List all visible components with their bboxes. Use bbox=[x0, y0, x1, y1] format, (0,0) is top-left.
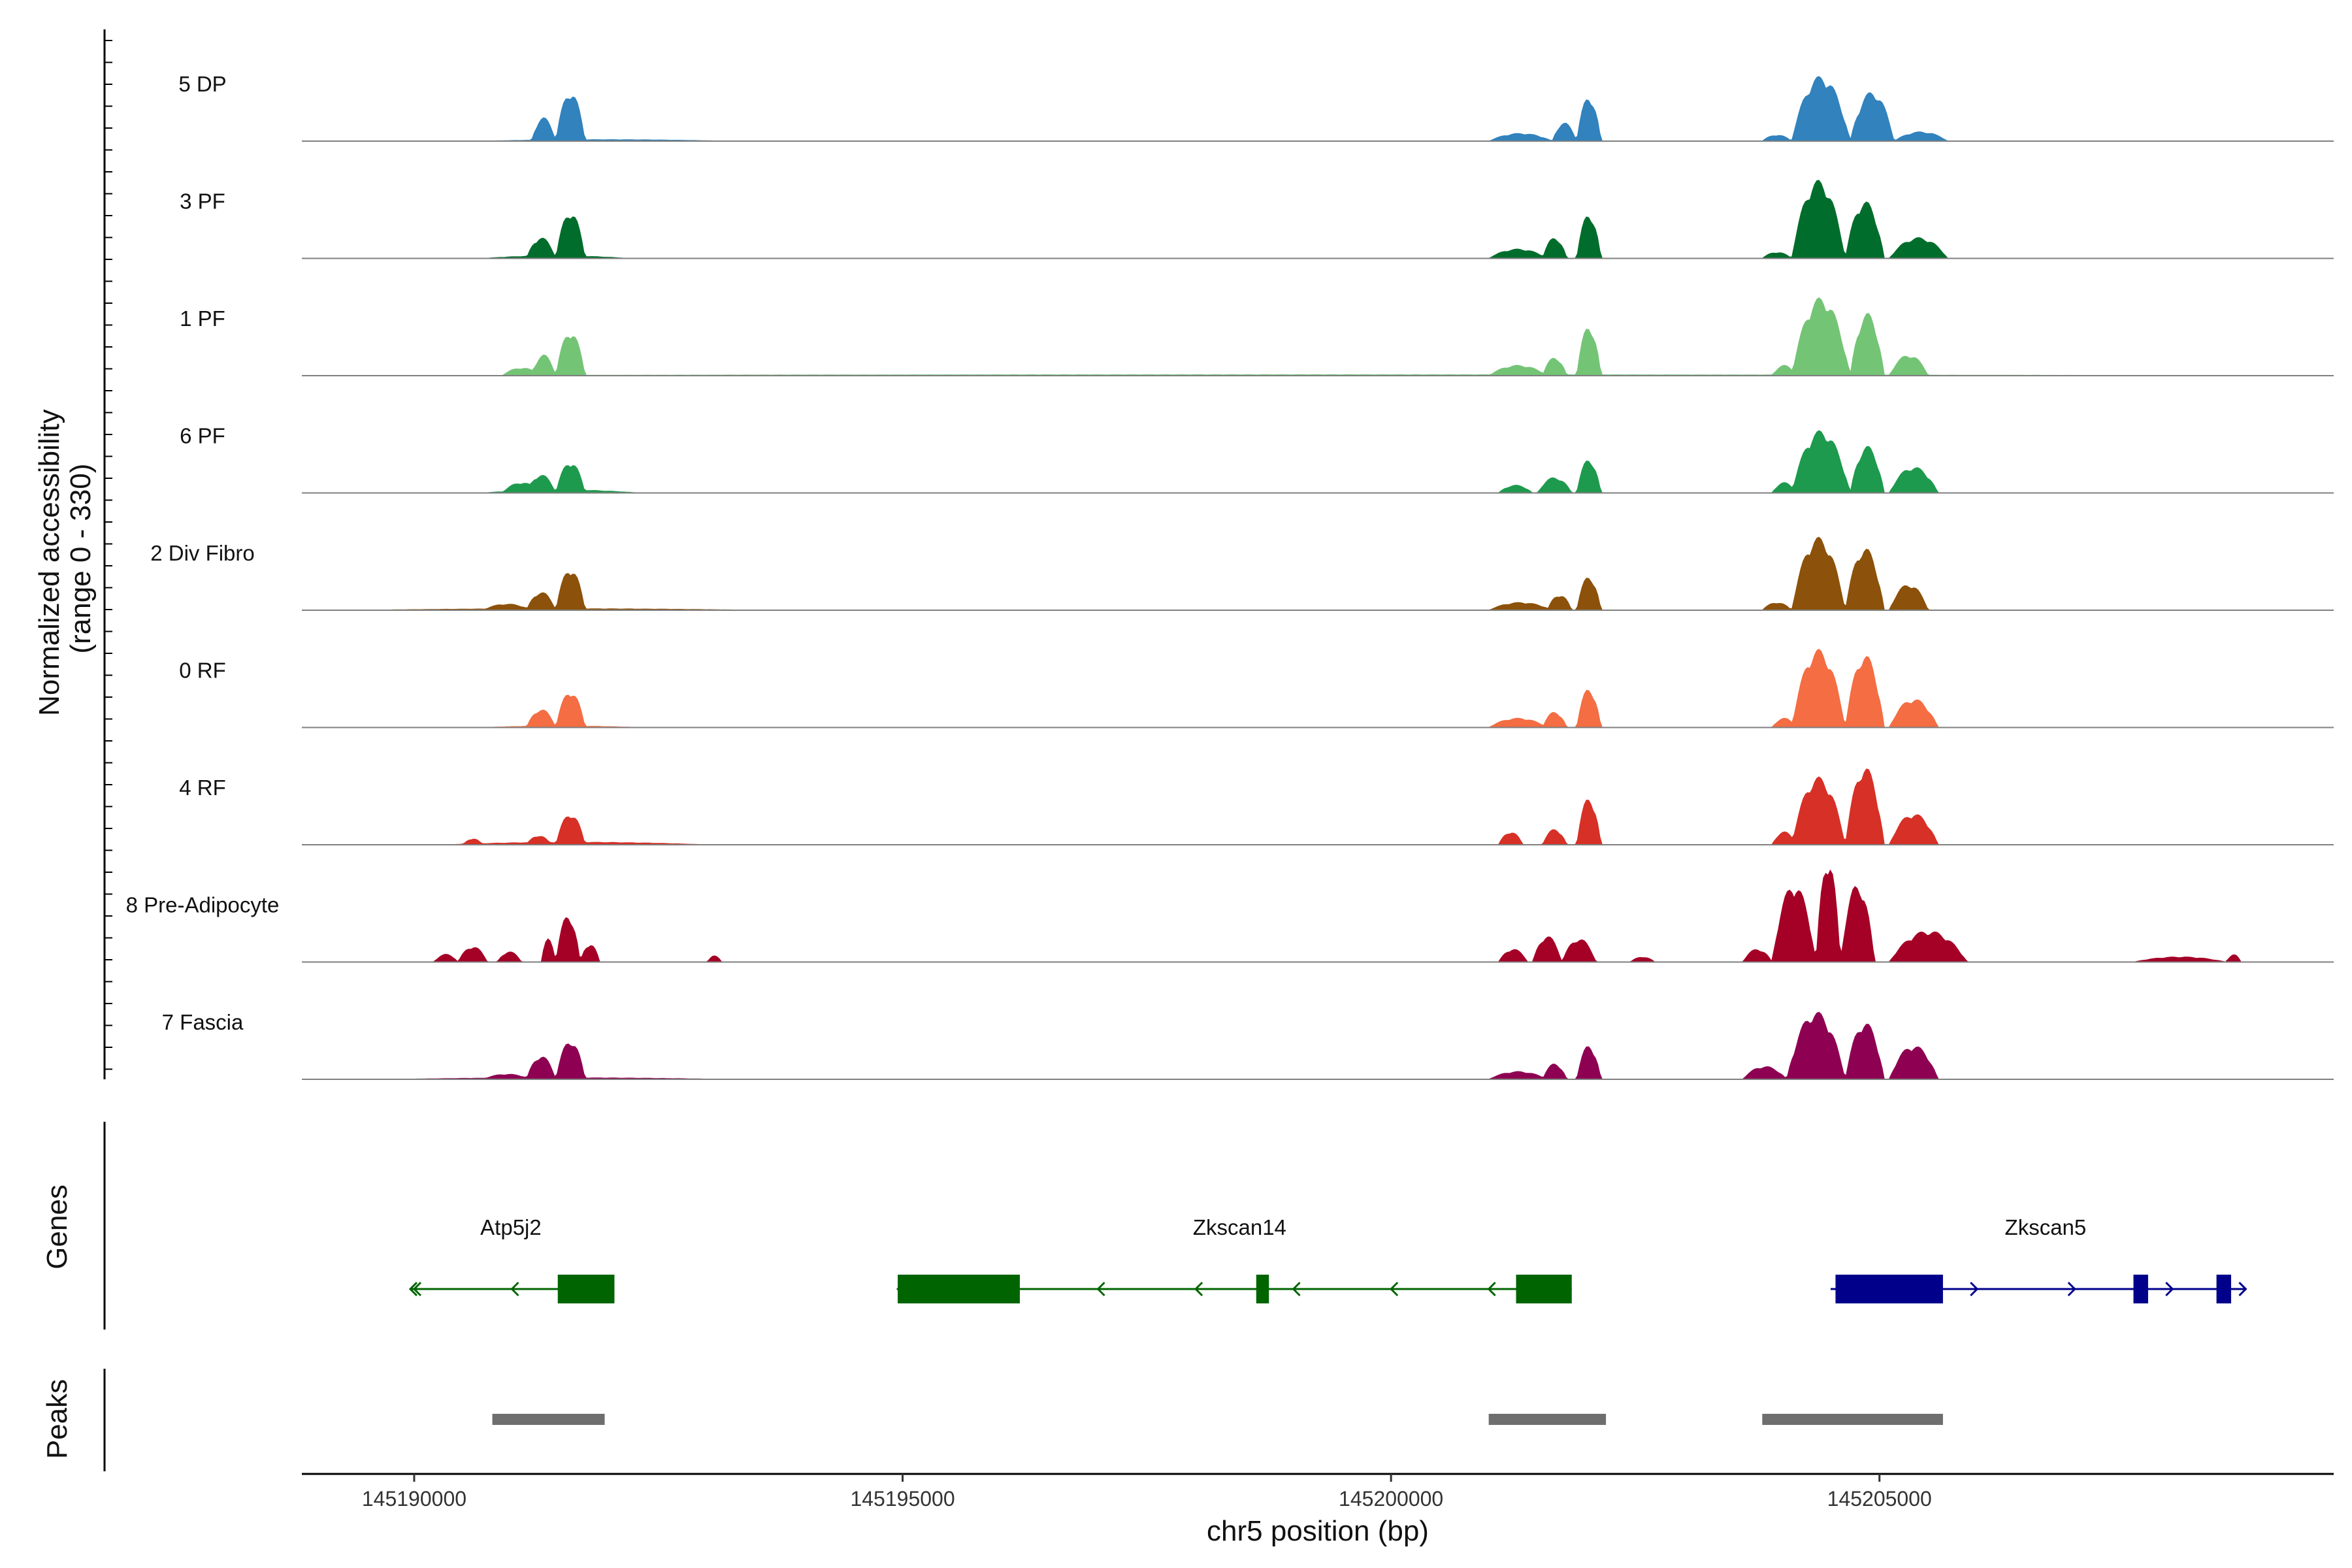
y-axis-title-line-2: (range 0 - 330) bbox=[65, 463, 97, 653]
track-0-rf: 0 RF bbox=[179, 648, 2334, 728]
track-label: 1 PF bbox=[180, 306, 225, 331]
track-label: 4 RF bbox=[179, 776, 226, 800]
track-label: 3 PF bbox=[180, 189, 225, 214]
track-4-rf: 4 RF bbox=[179, 768, 2334, 845]
peak-bar bbox=[492, 1414, 605, 1425]
gene-exon bbox=[2133, 1275, 2148, 1303]
peaks-panel-title: Peaks bbox=[41, 1379, 73, 1459]
track-label: 2 Div Fibro bbox=[150, 541, 255, 565]
gene-exon bbox=[1256, 1275, 1269, 1303]
gene-label: Zkscan5 bbox=[2005, 1215, 2087, 1239]
strand-arrow bbox=[1194, 1281, 1203, 1297]
x-axis-ticks: 145190000 145195000 145200000 145205000 bbox=[362, 1474, 1932, 1511]
track-label: 0 RF bbox=[179, 659, 226, 683]
gene-zkscan14: Zkscan14 bbox=[896, 1215, 1572, 1303]
peak-bar bbox=[1488, 1414, 1607, 1425]
strand-arrow bbox=[1970, 1281, 1979, 1297]
track-2-div-fibro: 2 Div Fibro bbox=[150, 536, 2334, 611]
strand-arrow bbox=[412, 1281, 422, 1297]
strand-arrow bbox=[896, 1281, 906, 1297]
y-axis-title: Normalized accessibility (range 0 - 330) bbox=[33, 401, 97, 716]
gene-exon bbox=[2216, 1275, 2232, 1303]
track-3-pf: 3 PF bbox=[180, 180, 2334, 259]
track-label: 8 Pre-Adipocyte bbox=[126, 893, 280, 917]
track-label: 7 Fascia bbox=[162, 1010, 244, 1034]
track-1-pf: 1 PF bbox=[180, 297, 2334, 376]
strand-arrow bbox=[2067, 1281, 2076, 1297]
gene-label: Zkscan14 bbox=[1193, 1215, 1286, 1239]
genes-panel-title: Genes bbox=[41, 1184, 73, 1269]
strand-arrow bbox=[1390, 1281, 1399, 1297]
peaks-track bbox=[492, 1414, 1943, 1425]
x-tick-label: 145205000 bbox=[1827, 1487, 1932, 1511]
track-7-fascia: 7 Fascia bbox=[162, 1010, 2334, 1080]
strand-arrow bbox=[1292, 1281, 1301, 1297]
gene-label: Atp5j2 bbox=[480, 1215, 542, 1239]
x-axis-title: chr5 position (bp) bbox=[1207, 1515, 1429, 1547]
strand-arrow bbox=[2238, 1281, 2247, 1297]
track-label: 5 DP bbox=[178, 72, 226, 96]
gene-exon bbox=[898, 1275, 1020, 1303]
strand-arrow bbox=[2165, 1281, 2174, 1297]
gene-exon bbox=[1835, 1275, 1943, 1303]
genes-track: Atp5j2 Zkscan14 Zkscan5 bbox=[408, 1215, 2247, 1303]
x-tick-label: 145200000 bbox=[1339, 1487, 1443, 1511]
coverage-y-ticks bbox=[105, 40, 112, 1070]
track-8-pre-adipocyte: 8 Pre-Adipocyte bbox=[126, 869, 2334, 963]
x-tick-label: 145190000 bbox=[362, 1487, 466, 1511]
strand-arrow bbox=[510, 1281, 519, 1297]
y-axis-title-line-1: Normalized accessibility bbox=[33, 409, 65, 715]
peak-bar bbox=[1762, 1414, 1943, 1425]
track-label: 6 PF bbox=[180, 424, 225, 448]
x-tick-label: 145195000 bbox=[850, 1487, 955, 1511]
gene-exon bbox=[1516, 1275, 1572, 1303]
gene-exon bbox=[557, 1275, 615, 1303]
strand-arrow bbox=[408, 1281, 418, 1297]
gene-atp5j2: Atp5j2 bbox=[408, 1215, 615, 1303]
track-5-dp: 5 DP bbox=[178, 72, 2334, 142]
strand-arrow bbox=[1487, 1281, 1496, 1297]
coverage-tracks: 5 DP 3 PF 1 PF 6 PF 2 Div Fibro 0 RF 4 RF 8 Pre… bbox=[126, 72, 2334, 1080]
strand-arrow bbox=[1096, 1281, 1105, 1297]
gene-zkscan5: Zkscan5 bbox=[1830, 1215, 2247, 1303]
track-6-pf: 6 PF bbox=[180, 424, 2334, 494]
